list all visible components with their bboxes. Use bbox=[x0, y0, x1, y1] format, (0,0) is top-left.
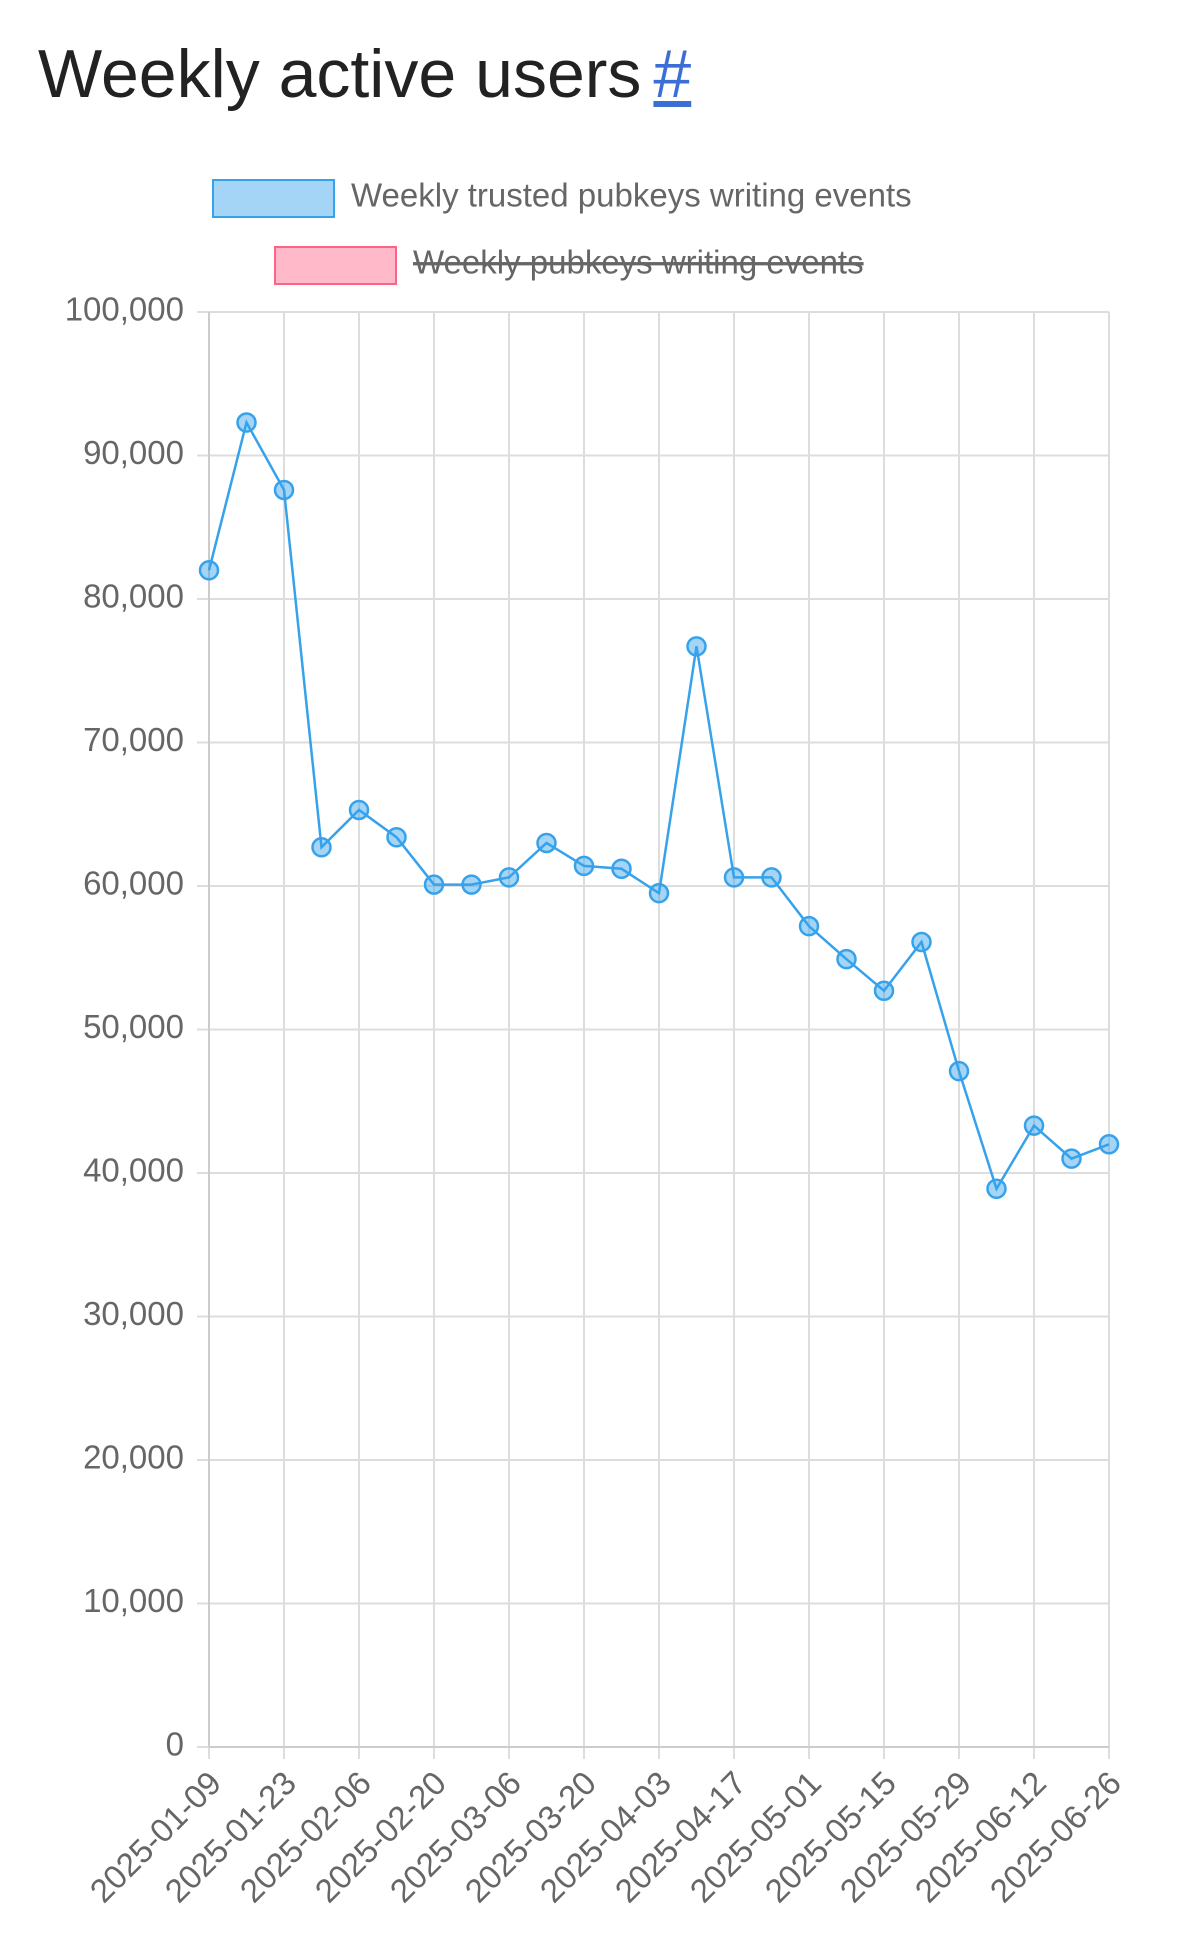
data-point bbox=[873, 980, 895, 1002]
data-point bbox=[273, 479, 295, 501]
y-tick-label: 20,000 bbox=[83, 1439, 184, 1476]
legend-swatch bbox=[274, 246, 397, 285]
data-point bbox=[198, 560, 220, 581]
data-point bbox=[798, 915, 820, 937]
y-tick-label: 80,000 bbox=[83, 578, 184, 615]
data-point bbox=[573, 855, 595, 877]
y-tick-label: 50,000 bbox=[83, 1008, 184, 1045]
legend-swatch bbox=[212, 179, 335, 218]
data-point bbox=[536, 832, 557, 854]
y-tick-label: 30,000 bbox=[83, 1295, 184, 1332]
data-point bbox=[236, 412, 257, 433]
data-point bbox=[686, 636, 707, 657]
y-tick-label: 70,000 bbox=[83, 721, 184, 758]
data-point bbox=[611, 858, 632, 880]
data-point bbox=[1061, 1148, 1082, 1169]
y-tick-label: 10,000 bbox=[83, 1582, 184, 1619]
data-point bbox=[948, 1060, 970, 1082]
title-text: Weekly active users bbox=[38, 36, 642, 112]
data-point bbox=[1098, 1134, 1120, 1155]
data-point bbox=[311, 837, 332, 858]
data-point bbox=[648, 882, 670, 904]
data-point bbox=[423, 874, 445, 895]
data-point bbox=[1023, 1115, 1045, 1136]
data-point bbox=[386, 826, 407, 848]
data-point bbox=[461, 874, 482, 895]
data-point bbox=[498, 867, 520, 888]
y-tick-label: 0 bbox=[166, 1726, 184, 1763]
series-line bbox=[207, 419, 1110, 1192]
data-point bbox=[986, 1178, 1007, 1200]
legend-label: Weekly trusted pubkeys writing events bbox=[351, 177, 912, 214]
title-link[interactable]: # bbox=[653, 36, 692, 112]
legend-label: Weekly pubkeys writing events bbox=[413, 244, 864, 281]
data-point bbox=[761, 867, 782, 888]
chart-title: Weekly active users # bbox=[38, 40, 691, 108]
data-point bbox=[723, 867, 745, 888]
data-point bbox=[348, 799, 370, 821]
data-point bbox=[911, 931, 932, 953]
y-tick-label: 90,000 bbox=[83, 434, 184, 471]
y-tick-label: 60,000 bbox=[83, 865, 184, 902]
y-tick-label: 100,000 bbox=[65, 291, 184, 328]
y-tick-label: 40,000 bbox=[83, 1152, 184, 1189]
data-point bbox=[836, 948, 857, 970]
